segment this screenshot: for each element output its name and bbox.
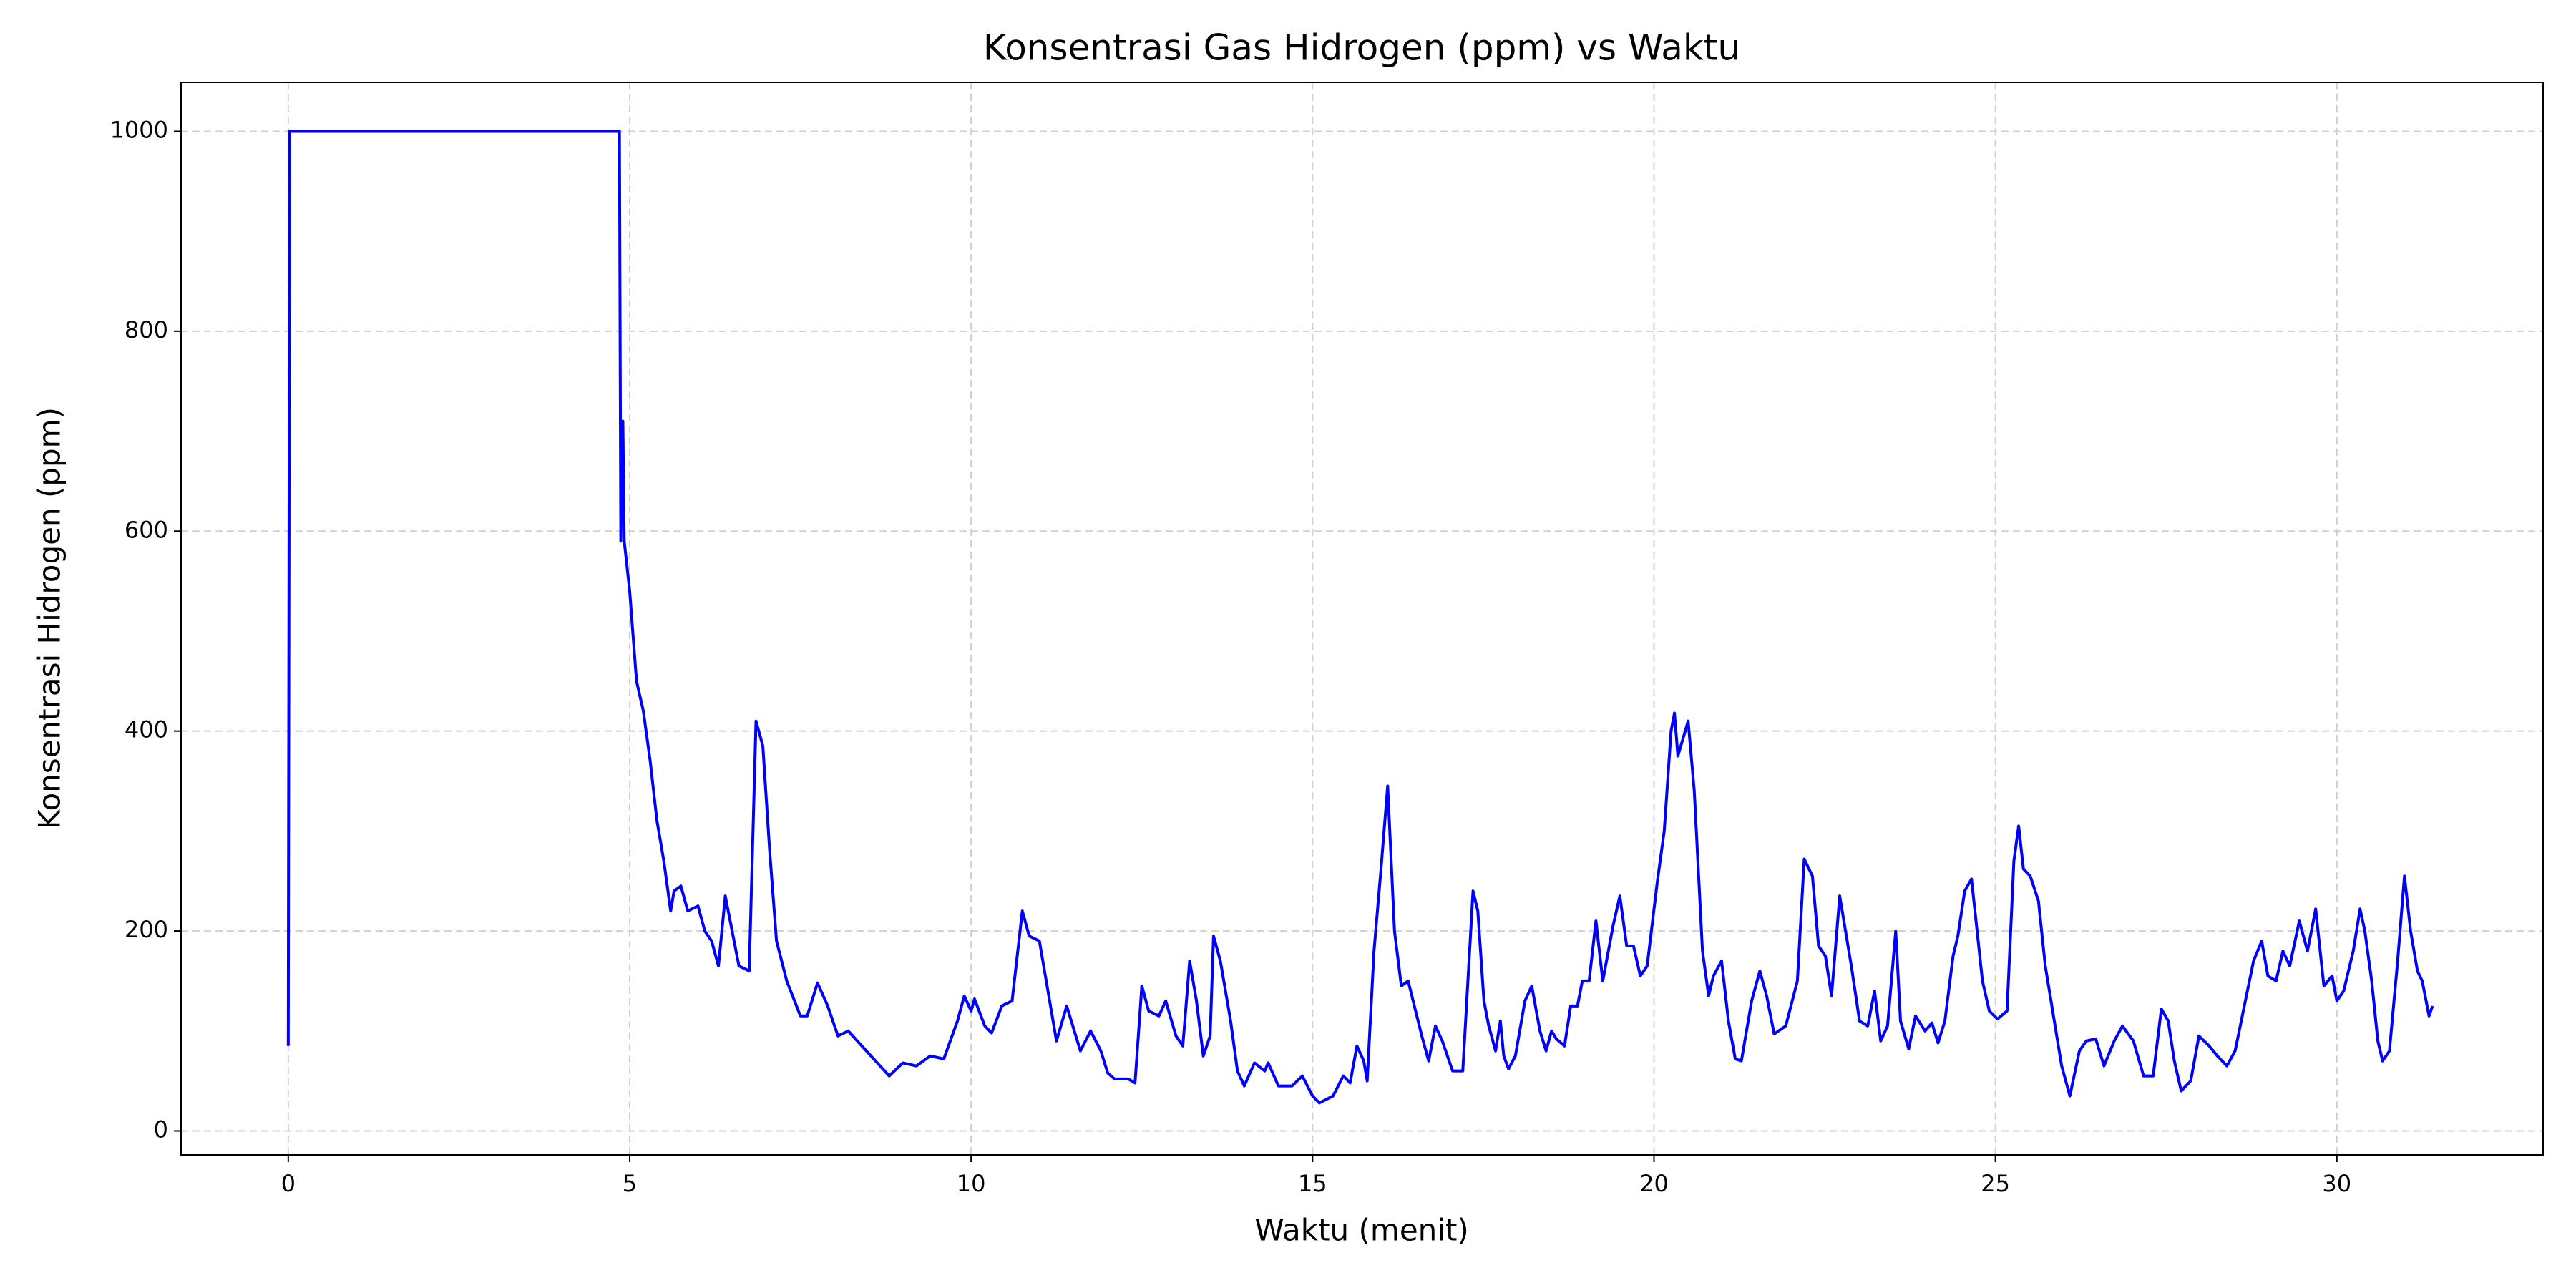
x-tick-label: 15 <box>1298 1170 1327 1197</box>
x-tick-label: 20 <box>1639 1170 1669 1197</box>
x-tick-label: 30 <box>2322 1170 2351 1197</box>
x-tick-label: 25 <box>1981 1170 2010 1197</box>
x-tick-label: 0 <box>281 1170 296 1197</box>
y-tick-label: 400 <box>125 716 168 743</box>
plot-frame <box>180 82 2544 1156</box>
y-tick-label: 600 <box>125 516 168 543</box>
chart-title: Konsentrasi Gas Hidrogen (ppm) vs Waktu <box>983 27 1740 69</box>
y-tick-label: 1000 <box>110 116 168 143</box>
y-tick-label: 0 <box>154 1116 168 1143</box>
x-tick-label: 5 <box>623 1170 637 1197</box>
y-tick-label: 200 <box>125 916 168 943</box>
x-axis-label: Waktu (menit) <box>1254 1213 1469 1248</box>
data-line <box>286 130 2434 1105</box>
x-tick-label: 10 <box>957 1170 986 1197</box>
y-axis-label: Konsentrasi Hidrogen (ppm) <box>32 407 67 829</box>
y-tick-label: 800 <box>125 316 168 343</box>
